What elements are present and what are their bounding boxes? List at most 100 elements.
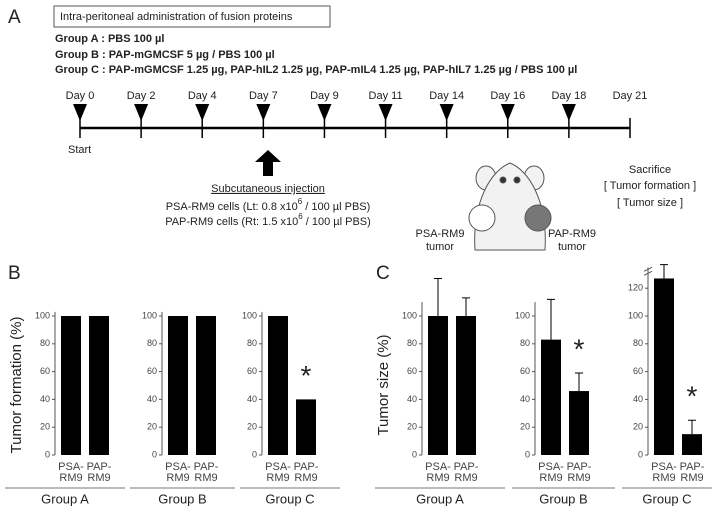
x-tick-label: PSA-	[58, 461, 84, 473]
x-tick-label: RM9	[294, 472, 317, 484]
group-label: Group A	[41, 491, 89, 506]
x-tick-label: PSA-	[538, 461, 564, 473]
x-tick-label: PAP-	[194, 461, 219, 473]
dose-marker	[317, 104, 332, 121]
y-tick-label: 80	[247, 338, 257, 348]
y-tick-label: 100	[628, 310, 643, 320]
x-tick-label: PSA-	[651, 461, 677, 473]
mouse-body	[474, 162, 546, 251]
cell-text: PSA-RM9 cells (Lt: 0.8 x10	[166, 201, 298, 213]
end-label: [ Tumor formation ]	[604, 180, 696, 192]
x-tick-label: RM9	[194, 472, 217, 484]
day-label: Day 7	[249, 90, 278, 102]
y-tick-label: 20	[40, 422, 50, 432]
tumor-left	[468, 204, 496, 232]
dose-marker	[73, 104, 87, 121]
y-tick-label: 120	[628, 283, 643, 293]
y-tick-label: 100	[142, 310, 157, 320]
y-tick-label: 80	[40, 338, 50, 348]
y-tick-label: 20	[633, 422, 643, 432]
y-tick-label: 0	[45, 449, 50, 459]
day-label: Day 16	[490, 90, 525, 102]
end-label: [ Tumor size ]	[617, 197, 683, 209]
tumor-label: PSA-RM9	[416, 228, 465, 240]
y-tick-label: 20	[520, 422, 530, 432]
error-bar	[688, 419, 696, 435]
bar	[61, 316, 81, 455]
y-tick-label: 40	[147, 394, 157, 404]
x-tick-label: PSA-	[265, 461, 291, 473]
x-tick-label: RM9	[59, 472, 82, 484]
y-tick-label: 0	[525, 449, 530, 459]
error-bar	[462, 297, 470, 316]
y-tick-label: 60	[633, 366, 643, 376]
x-tick-label: RM9	[87, 472, 110, 484]
panel-letter: A	[8, 7, 21, 28]
group-line: Group B : PAP-mGMCSF 5 µg / PBS 100 µl	[55, 49, 275, 61]
group-line: Group C : PAP-mGMCSF 1.25 µg, PAP-hIL2 1…	[55, 64, 577, 76]
y-tick-label: 40	[40, 394, 50, 404]
day-label: Day 2	[127, 90, 156, 102]
day-label: Day 18	[551, 90, 586, 102]
bar	[654, 278, 674, 455]
x-tick-label: PAP-	[680, 461, 705, 473]
x-tick-label: RM9	[166, 472, 189, 484]
x-tick-label: PAP-	[567, 461, 592, 473]
bar	[89, 316, 109, 455]
dose-marker	[134, 104, 149, 121]
x-tick-label: PAP-	[454, 461, 479, 473]
y-tick-label: 80	[147, 338, 157, 348]
y-tick-label: 80	[520, 338, 530, 348]
x-tick-label: PAP-	[294, 461, 319, 473]
y-tick-label: 60	[40, 366, 50, 376]
y-tick-label: 60	[147, 366, 157, 376]
eye	[499, 176, 507, 184]
tumor-label: tumor	[426, 241, 454, 253]
error-bar	[547, 298, 555, 340]
x-tick-label: RM9	[652, 472, 675, 484]
y-tick-label: 60	[520, 366, 530, 376]
day-label: Day 11	[369, 90, 403, 102]
day-label: Day 9	[310, 90, 339, 102]
cell-text: / 100 µl PBS)	[302, 201, 370, 213]
y-tick-label: 100	[35, 310, 50, 320]
end-label: Sacrifice	[629, 164, 671, 176]
group-label: Group A	[416, 491, 464, 506]
dose-marker	[561, 104, 576, 121]
superscript: 6	[298, 197, 303, 206]
panel-letter: B	[8, 263, 21, 284]
y-tick-label: 80	[407, 338, 417, 348]
x-tick-label: RM9	[680, 472, 703, 484]
dose-marker	[378, 104, 393, 121]
day-label: Day 21	[613, 90, 648, 102]
day-label: Day 0	[66, 90, 95, 102]
bar	[541, 339, 561, 455]
significance-mark: *	[687, 381, 698, 412]
x-tick-label: RM9	[567, 472, 590, 484]
cell-text: PAP-RM9 cells (Rt: 1.5 x10	[165, 216, 298, 228]
start-label: Start	[68, 144, 91, 156]
y-tick-label: 0	[412, 449, 417, 459]
day-label: Day 4	[188, 90, 217, 102]
x-tick-label: PSA-	[425, 461, 451, 473]
y-tick-label: 100	[242, 310, 257, 320]
y-axis-title: Tumor size (%)	[375, 334, 392, 435]
error-bar	[575, 372, 583, 392]
title-box	[53, 5, 331, 28]
x-tick-label: RM9	[266, 472, 289, 484]
x-tick-label: RM9	[454, 472, 477, 484]
bar	[682, 434, 702, 455]
significance-mark: *	[574, 333, 585, 364]
eye	[513, 176, 521, 184]
x-tick-label: RM9	[426, 472, 449, 484]
tumor-label: tumor	[558, 241, 586, 253]
mouse	[468, 162, 552, 251]
day-label: Day 14	[429, 90, 464, 102]
bar	[196, 316, 216, 455]
bar	[569, 391, 589, 455]
y-tick-label: 40	[633, 394, 643, 404]
dose-marker	[439, 104, 454, 121]
bar	[296, 399, 316, 455]
y-tick-label: 40	[247, 394, 257, 404]
